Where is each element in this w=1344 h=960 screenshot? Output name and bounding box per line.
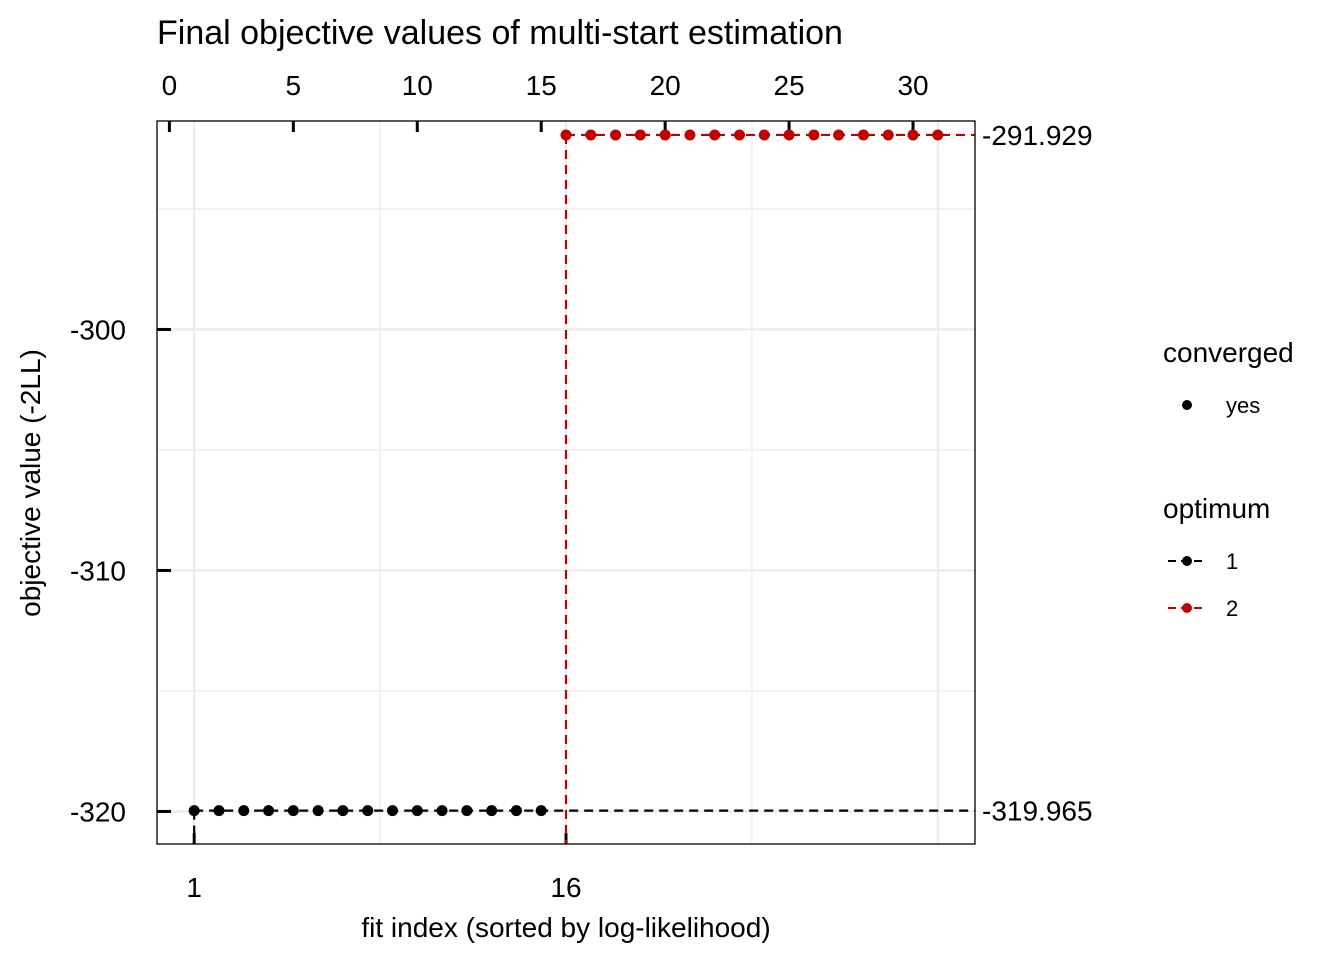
series-lines — [193, 133, 975, 844]
series-1-point — [188, 805, 200, 817]
series-2-point — [882, 129, 894, 141]
top-axis-tick-label: 5 — [286, 70, 302, 101]
legend-title-converged: converged — [1163, 337, 1294, 368]
legend: converged yes optimum 1 2 — [1163, 337, 1294, 621]
y-axis-tick-label: -320 — [70, 796, 126, 827]
top-axis-tick-label: 15 — [526, 70, 557, 101]
series-2-point — [634, 129, 646, 141]
series-2-point — [932, 129, 944, 141]
series-1-point — [461, 805, 473, 817]
series-1-point — [386, 805, 398, 817]
legend-label-1: 1 — [1226, 549, 1238, 574]
series-1-point — [411, 805, 423, 817]
legend-label-yes: yes — [1226, 393, 1260, 418]
bottom-axis-tick-label: 1 — [186, 872, 202, 903]
series-2-point — [709, 129, 721, 141]
series-2-point — [808, 129, 820, 141]
legend-title-optimum: optimum — [1163, 493, 1270, 524]
series-2-point — [684, 129, 696, 141]
bottom-axis-tick-label: 16 — [550, 872, 581, 903]
top-axis-tick-label: 30 — [897, 70, 928, 101]
series-1-point — [486, 805, 498, 817]
top-axis-tick-label: 25 — [774, 70, 805, 101]
y-axis-label: objective value (-2LL) — [15, 349, 46, 617]
top-axis-tick-label: 20 — [650, 70, 681, 101]
series-1-point — [238, 805, 250, 817]
series-1-point — [510, 805, 522, 817]
series-2-point — [585, 129, 597, 141]
chart-title: Final objective values of multi-start es… — [157, 14, 843, 52]
series-1-point — [213, 805, 225, 817]
series-1-point — [337, 805, 349, 817]
top-axis-tick-label: 10 — [402, 70, 433, 101]
series-2-point — [833, 129, 845, 141]
y-axis-tick-label: -310 — [70, 555, 126, 586]
series-2-point — [659, 129, 671, 141]
x-axis-label: fit index (sorted by log-likelihood) — [361, 912, 770, 943]
right-axis-value-label: -319.965 — [982, 796, 1093, 827]
series-2-point — [560, 129, 572, 141]
series-2-point — [610, 129, 622, 141]
right-axis-value-label: -291.929 — [982, 120, 1093, 151]
top-axis-tick-label: 0 — [162, 70, 178, 101]
series-1-point — [312, 805, 324, 817]
axes: 0 5 10 15 20 25 30 1 16 -320 -310 -300 -319.965 -291.… — [70, 70, 1093, 903]
series-2-point — [734, 129, 746, 141]
series-1-point — [287, 805, 299, 817]
legend-key-yes-dot-icon — [1182, 400, 1192, 410]
series-1-point — [535, 805, 547, 817]
y-axis-tick-label: -300 — [70, 314, 126, 345]
series-1-point — [263, 805, 275, 817]
series-2-point — [783, 129, 795, 141]
series-2-point — [857, 129, 869, 141]
series-1-point — [436, 805, 448, 817]
series-2-point — [907, 129, 919, 141]
series-2-point — [758, 129, 770, 141]
plot-panel-border — [156, 120, 976, 845]
legend-key-2-dot-icon — [1182, 603, 1192, 613]
series-points — [188, 129, 944, 817]
legend-label-2: 2 — [1226, 596, 1238, 621]
series-1-point — [362, 805, 374, 817]
legend-key-1-dot-icon — [1182, 556, 1192, 566]
